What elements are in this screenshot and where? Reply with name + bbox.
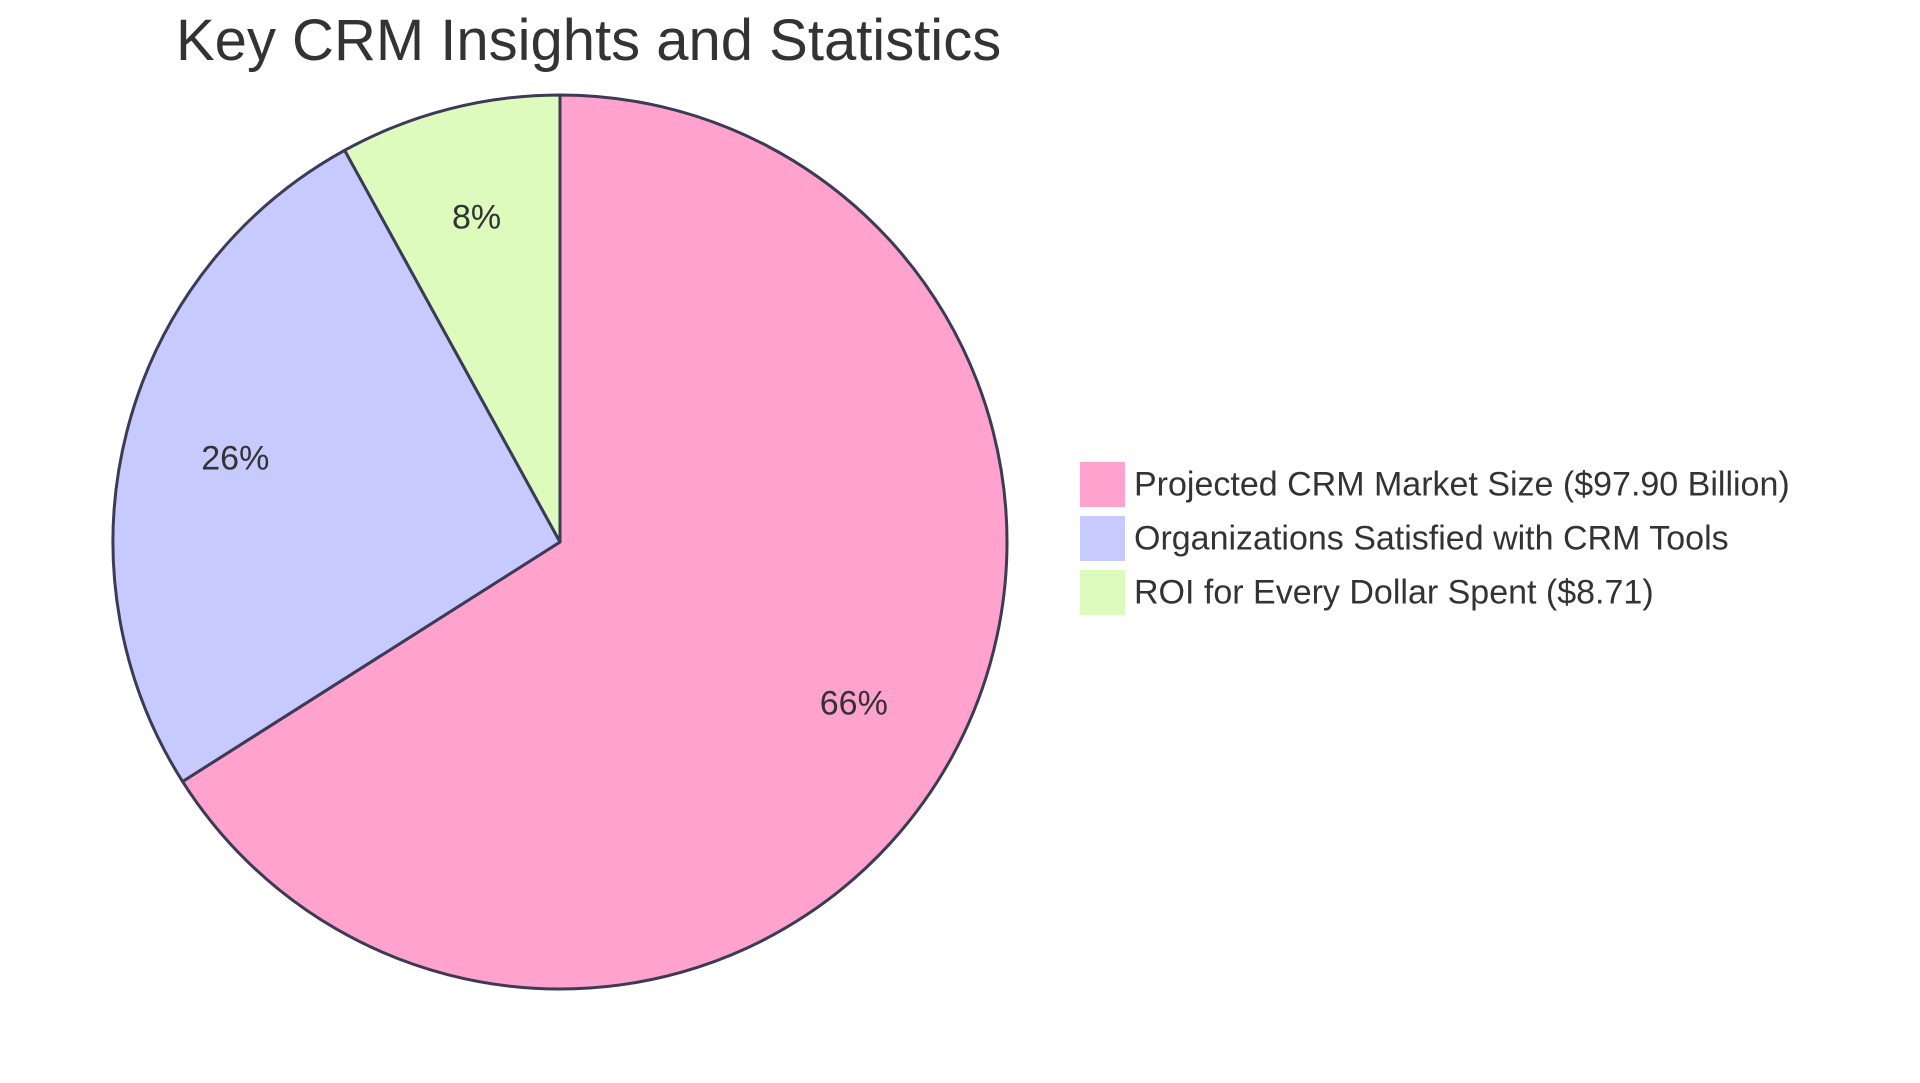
legend-swatch-1 <box>1080 516 1125 561</box>
pie-slice-2 <box>343 93 562 544</box>
legend-swatch-2 <box>1080 570 1125 615</box>
pie-slices <box>111 93 1009 991</box>
legend-label-2: ROI for Every Dollar Spent ($8.71) <box>1134 574 1654 612</box>
legend-swatch-0 <box>1080 462 1125 507</box>
pie-slice-label-1: 26% <box>201 440 269 478</box>
legend-label-1: Organizations Satisfied with CRM Tools <box>1134 520 1729 558</box>
pie-slice-labels: 66% 26% 8% <box>201 198 888 722</box>
pie-slice-label-0: 66% <box>820 685 888 723</box>
legend: Projected CRM Market Size ($97.90 Billio… <box>1080 462 1790 615</box>
pie-slice-label-2: 8% <box>452 198 501 236</box>
chart-title: Key CRM Insights and Statistics <box>176 8 1001 73</box>
pie-slice-0 <box>181 93 1009 991</box>
pie-slice-1 <box>111 148 562 784</box>
legend-label-0: Projected CRM Market Size ($97.90 Billio… <box>1134 466 1790 504</box>
